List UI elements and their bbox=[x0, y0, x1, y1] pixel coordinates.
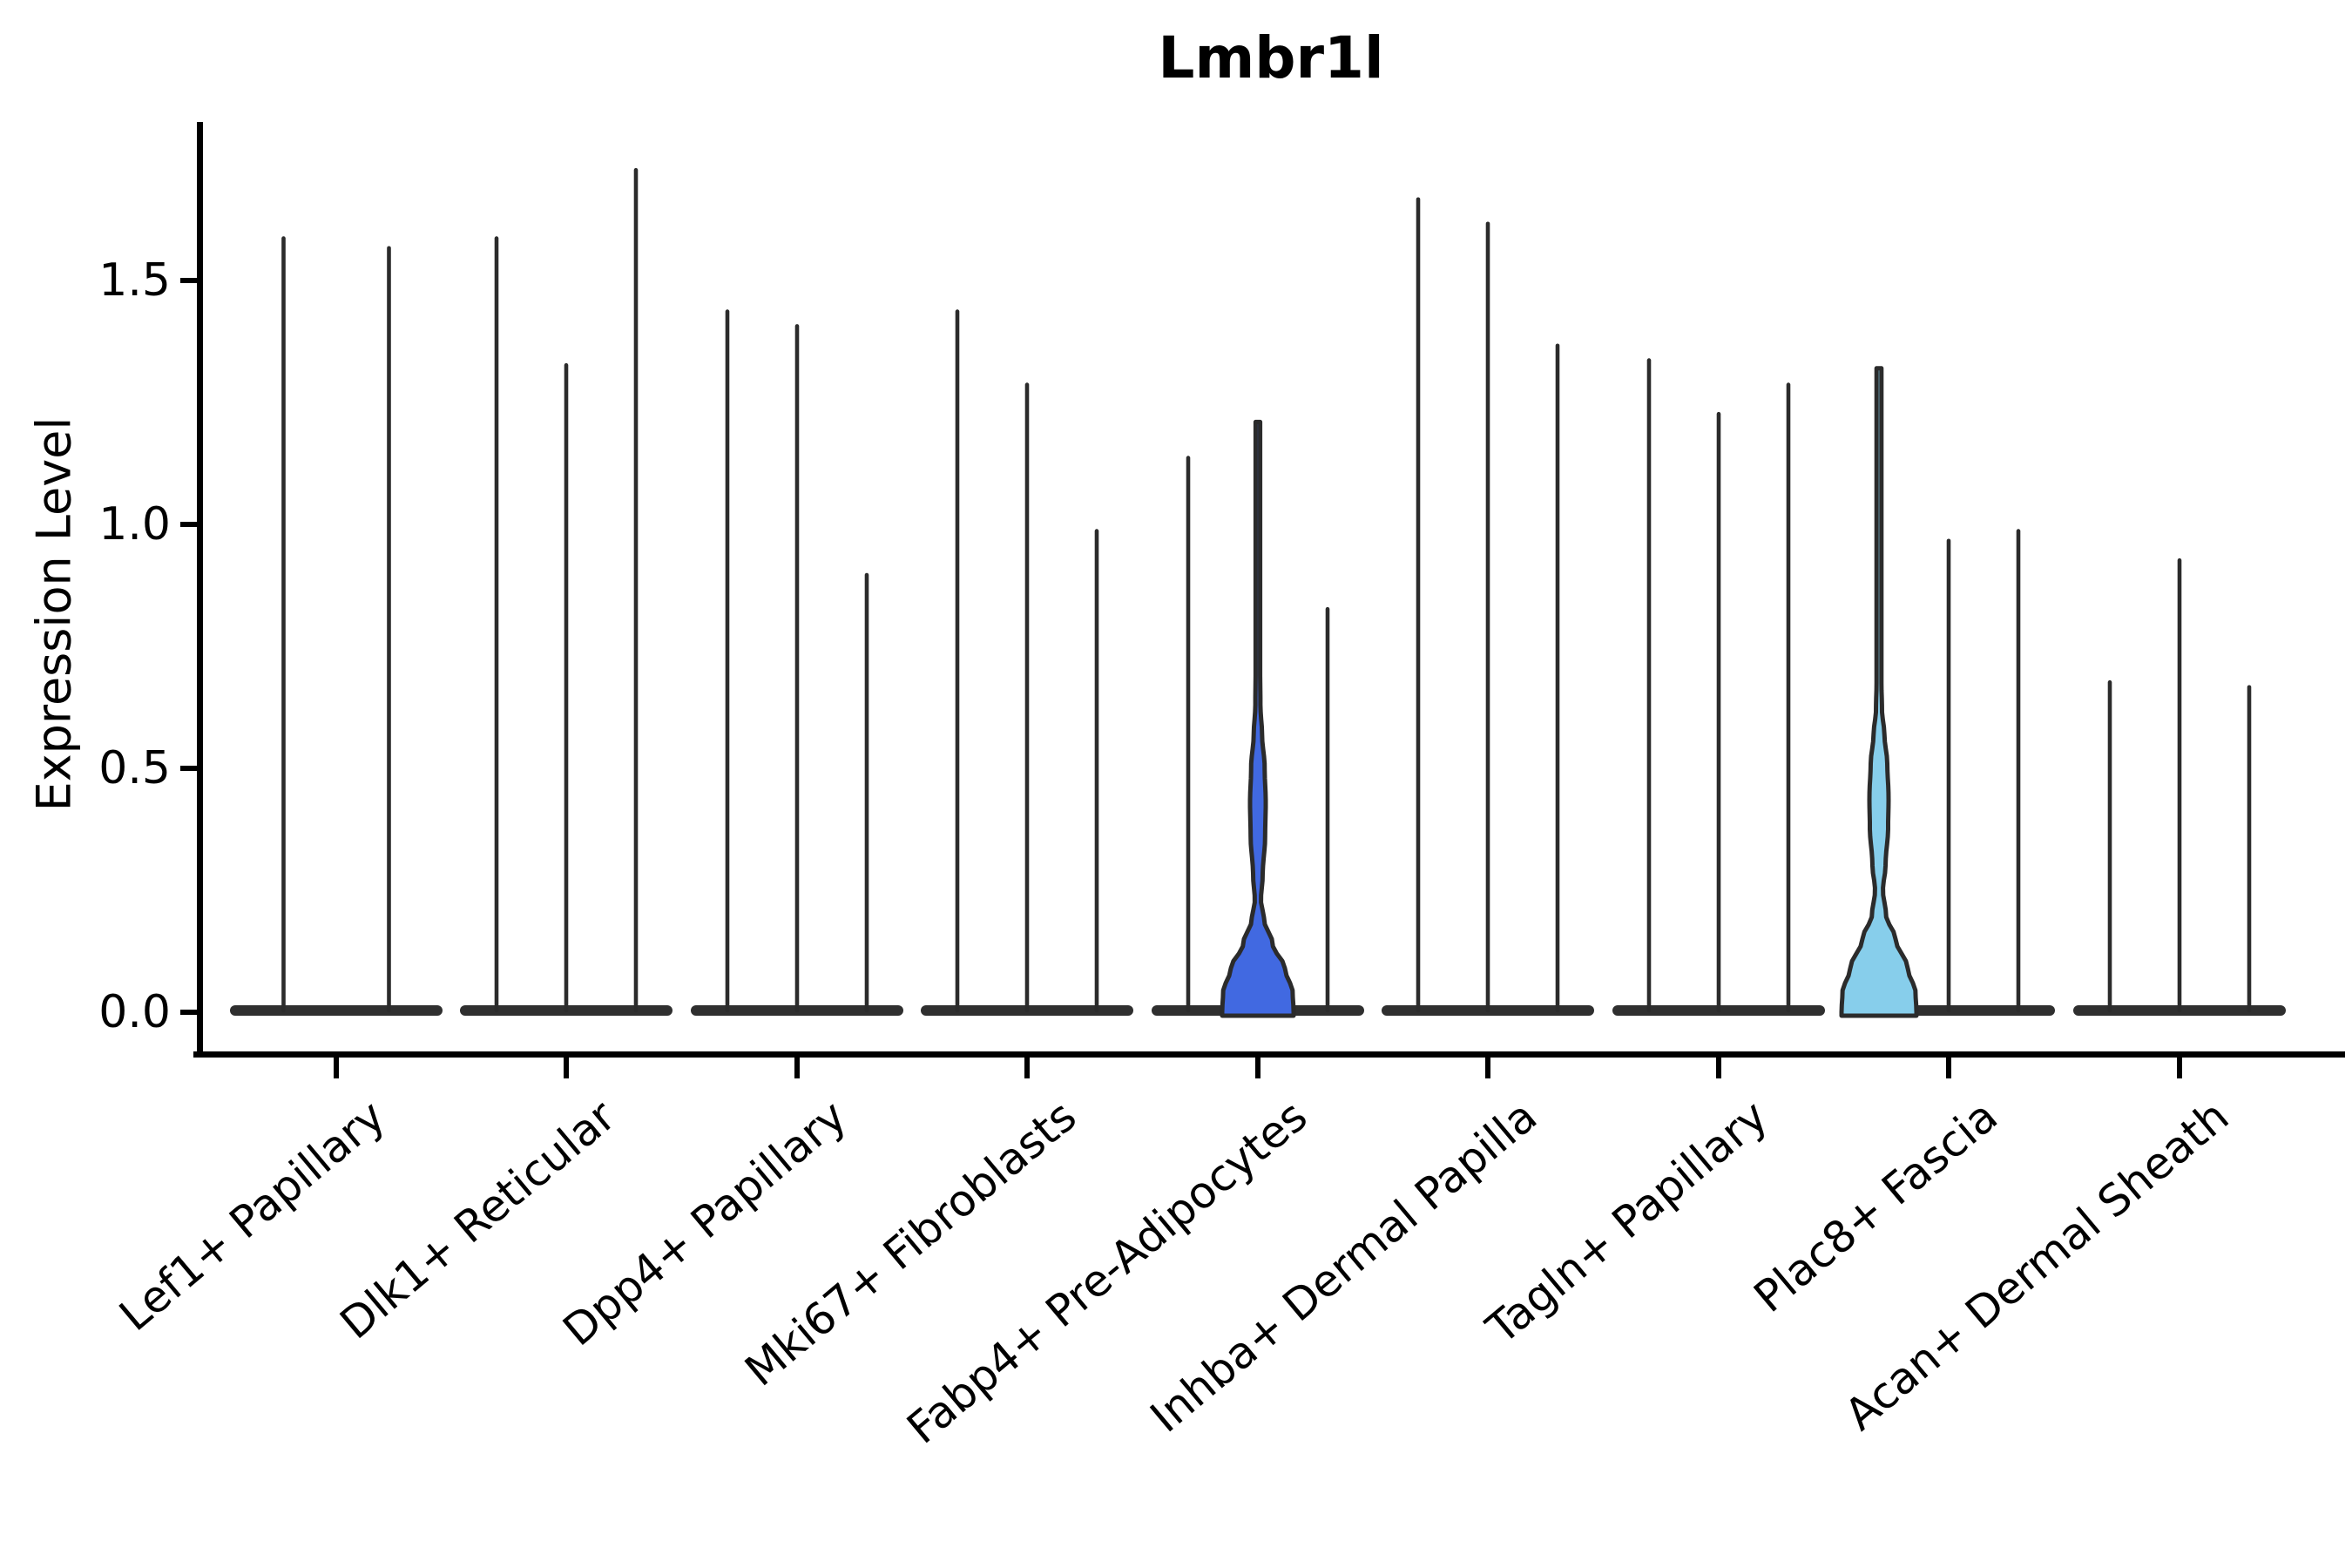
x-tick-mark bbox=[1485, 1058, 1490, 1078]
y-tick-label-1_5: 1.5 bbox=[98, 254, 171, 307]
x-tick-mark bbox=[794, 1058, 800, 1078]
y-tick-mark bbox=[180, 1010, 197, 1015]
y-tick-label-0_5: 0.5 bbox=[98, 742, 171, 794]
y-tick-label-0: 0.0 bbox=[98, 986, 171, 1038]
x-tick-mark bbox=[334, 1058, 339, 1078]
x-axis-spine bbox=[193, 1051, 2345, 1058]
x-tick-mark bbox=[1946, 1058, 1951, 1078]
x-tick-mark bbox=[564, 1058, 569, 1078]
y-tick-mark bbox=[180, 522, 197, 527]
y-tick-mark bbox=[180, 278, 197, 283]
y-tick-mark bbox=[180, 766, 197, 771]
y-tick-label-1_0: 1.0 bbox=[98, 498, 171, 551]
highlight-violin bbox=[1220, 419, 1296, 1018]
x-tick-mark bbox=[1255, 1058, 1260, 1078]
y-axis-spine bbox=[197, 122, 203, 1057]
plot-title: Lmbr1l bbox=[1158, 24, 1384, 91]
x-tick-mark bbox=[1716, 1058, 1721, 1078]
violin-base-bar bbox=[230, 1005, 443, 1016]
x-tick-mark bbox=[1024, 1058, 1030, 1078]
highlight-violin bbox=[1839, 366, 1919, 1018]
x-tick-mark bbox=[2177, 1058, 2182, 1078]
